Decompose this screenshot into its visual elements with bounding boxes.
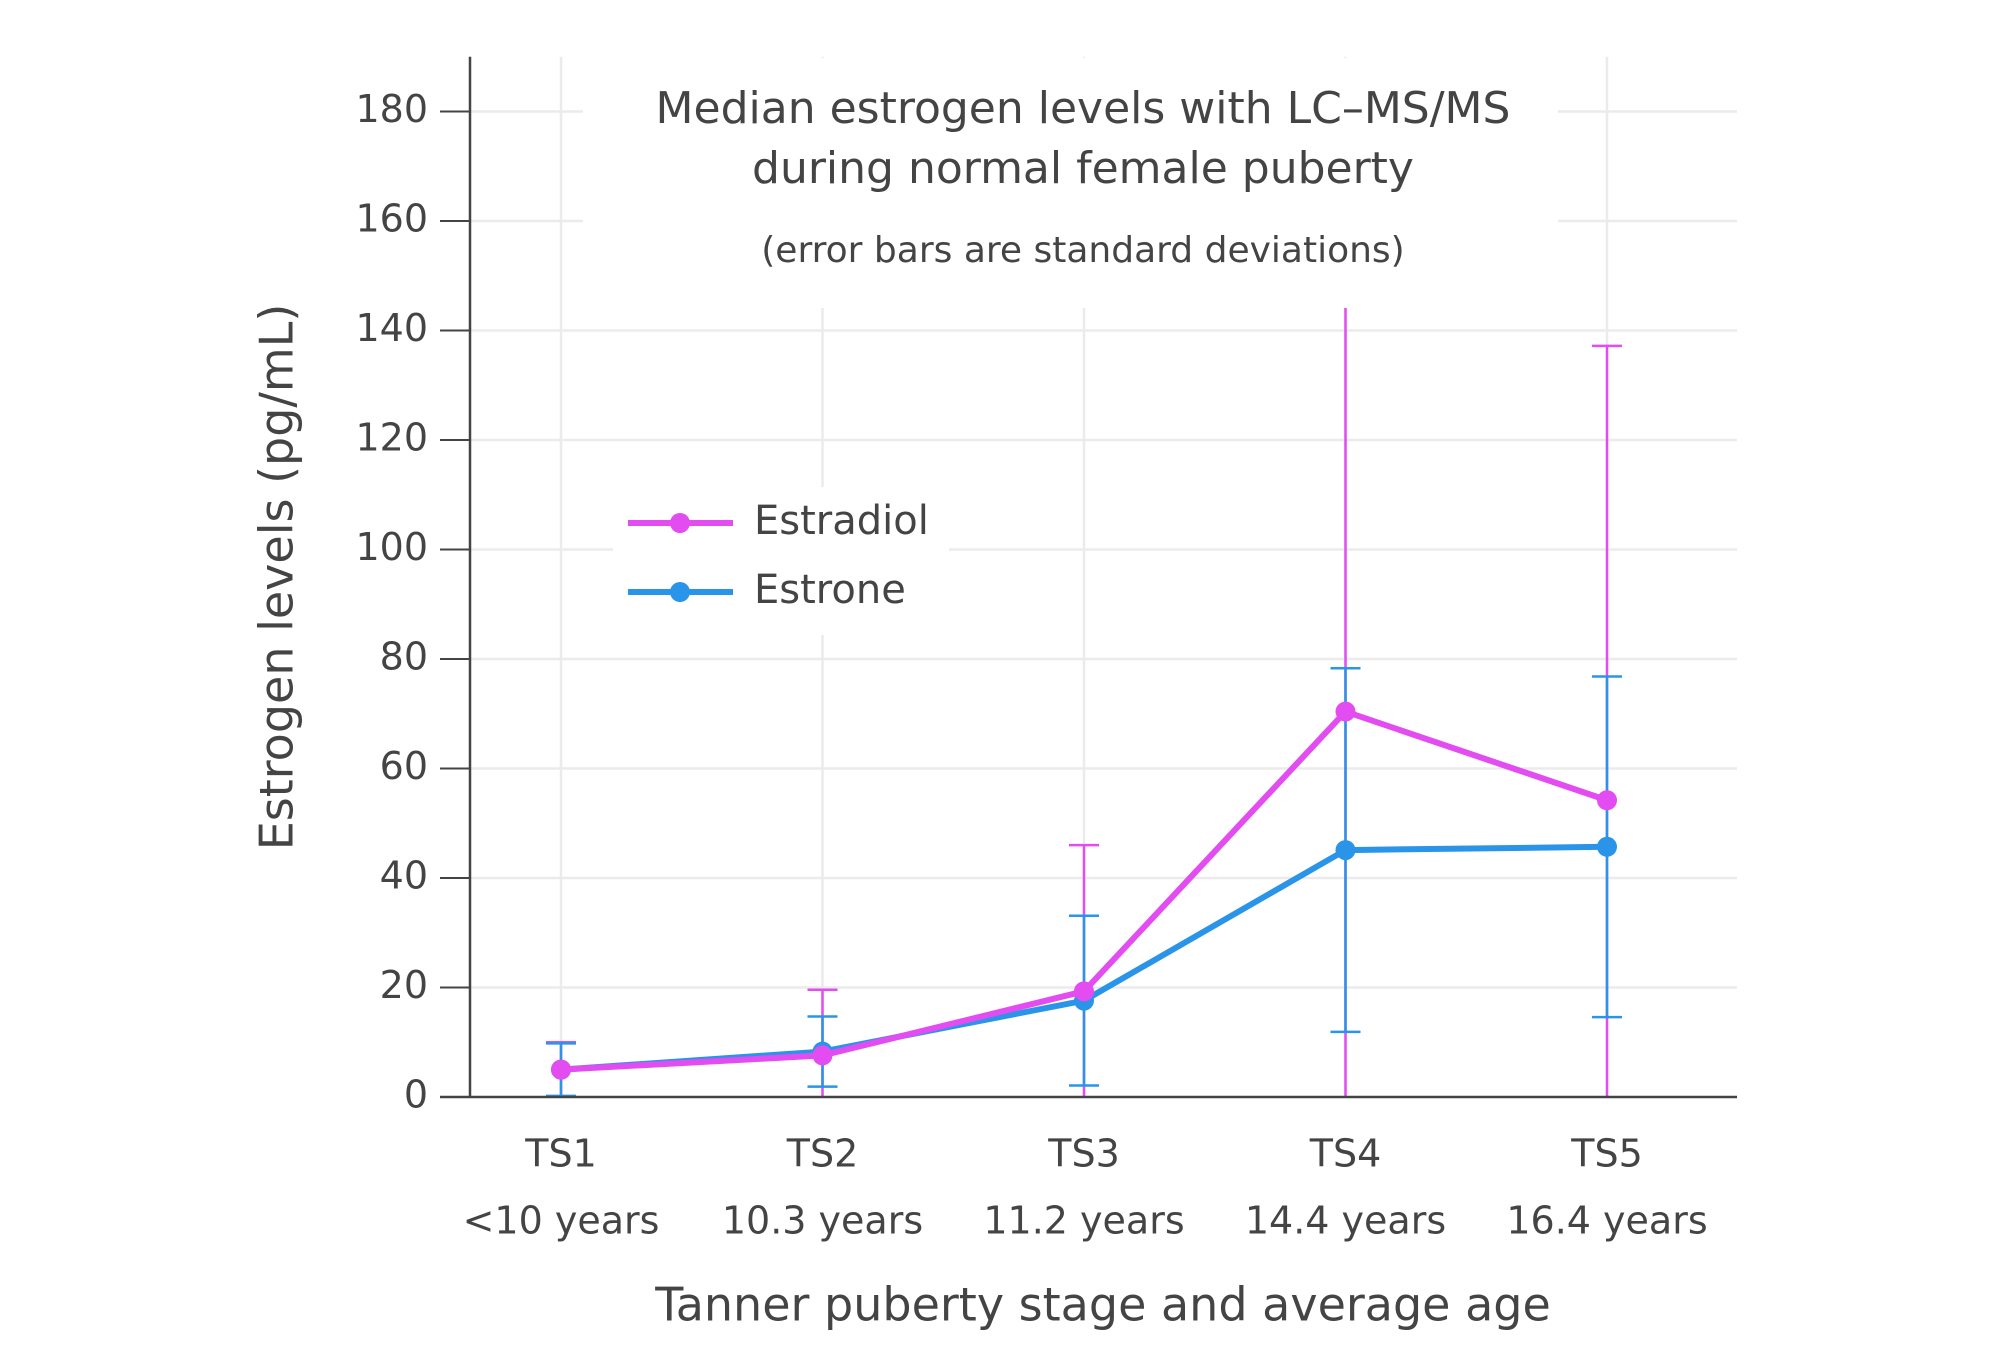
y-tick-label: 160 <box>355 197 428 241</box>
x-tick-label: TS4 <box>1309 1132 1382 1176</box>
traces <box>546 217 1622 1098</box>
chart-title: during normal female puberty <box>752 143 1414 194</box>
chart-title: Median estrogen levels with LC–MS/MS <box>656 83 1511 134</box>
data-point <box>1597 836 1617 857</box>
data-point <box>812 1045 833 1066</box>
x-tick-label: 10.3 years <box>722 1199 923 1243</box>
x-tick-label: TS3 <box>1047 1132 1120 1176</box>
data-point <box>551 1059 571 1080</box>
x-tick-label: TS5 <box>1570 1132 1643 1176</box>
title-background <box>583 58 1558 308</box>
data-point <box>1597 790 1617 811</box>
y-tick-label: 100 <box>355 525 428 569</box>
data-point <box>1335 701 1356 722</box>
y-axis-title: Estrogen levels (pg/mL) <box>250 304 304 851</box>
y-tick-label: 40 <box>380 854 428 898</box>
y-tick-label: 180 <box>355 87 428 131</box>
data-point <box>1074 981 1094 1002</box>
data-point <box>1335 840 1356 861</box>
x-tick-label: 16.4 years <box>1506 1199 1707 1243</box>
x-tick-label: TS2 <box>786 1132 859 1176</box>
axes: 0 20 40 60 80 100 120 140 160 180 TS1 <10 years TS2 1… <box>355 56 1737 1243</box>
y-tick-label: 60 <box>380 744 428 788</box>
legend-label: Estrone <box>754 567 906 613</box>
legend-background <box>613 487 949 635</box>
legend: Estradiol Estrone <box>613 487 949 635</box>
y-tick-label: 20 <box>380 963 428 1007</box>
x-axis-title: Tanner puberty stage and average age <box>654 1278 1551 1332</box>
chart-subtitle: (error bars are standard deviations) <box>761 230 1404 271</box>
x-tick-label: 14.4 years <box>1245 1199 1446 1243</box>
x-tick-label: TS1 <box>524 1132 597 1176</box>
y-tick-label: 120 <box>355 416 428 460</box>
legend-marker <box>670 513 690 533</box>
x-tick-label: <10 years <box>463 1199 660 1243</box>
legend-label: Estradiol <box>754 498 929 544</box>
legend-marker <box>670 582 690 602</box>
y-tick-label: 140 <box>355 306 428 350</box>
x-tick-label: 11.2 years <box>983 1199 1184 1243</box>
y-tick-label: 0 <box>404 1073 428 1117</box>
y-tick-label: 80 <box>380 635 428 679</box>
